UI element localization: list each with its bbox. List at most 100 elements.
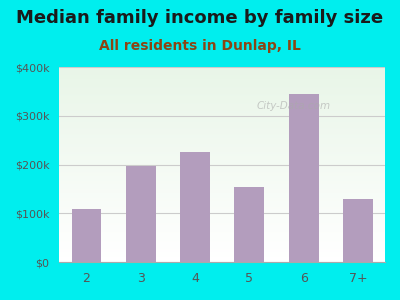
Bar <box>59 202 385 203</box>
Bar <box>59 149 385 150</box>
Bar <box>59 197 385 198</box>
Bar <box>59 105 385 106</box>
Bar <box>59 226 385 227</box>
Bar <box>59 138 385 139</box>
Bar <box>59 161 385 162</box>
Bar <box>59 173 385 174</box>
Bar <box>59 215 385 216</box>
Bar <box>59 178 385 179</box>
Bar <box>59 203 385 204</box>
Bar <box>59 219 385 220</box>
Bar <box>59 88 385 89</box>
Bar <box>59 106 385 107</box>
Bar <box>59 127 385 128</box>
Bar <box>59 245 385 246</box>
Bar <box>59 154 385 155</box>
Bar <box>59 225 385 226</box>
Bar <box>59 233 385 234</box>
Bar <box>59 192 385 193</box>
Bar <box>59 135 385 136</box>
Text: City-Data.com: City-Data.com <box>257 101 331 111</box>
Bar <box>59 69 385 70</box>
Bar <box>59 169 385 170</box>
Bar <box>59 162 385 163</box>
Bar <box>59 150 385 151</box>
Bar <box>59 124 385 126</box>
Bar <box>59 101 385 102</box>
Bar <box>343 199 373 262</box>
Bar <box>59 78 385 79</box>
Bar <box>126 166 156 262</box>
Bar <box>59 224 385 225</box>
Bar <box>59 139 385 140</box>
Bar <box>59 128 385 130</box>
Bar <box>59 228 385 229</box>
Bar <box>59 73 385 74</box>
Bar <box>59 223 385 224</box>
Bar <box>59 227 385 228</box>
Bar <box>59 201 385 202</box>
Bar <box>59 158 385 159</box>
Bar <box>59 85 385 86</box>
Bar <box>59 142 385 143</box>
Bar <box>59 234 385 235</box>
Bar <box>59 259 385 260</box>
Bar <box>59 168 385 169</box>
Bar <box>59 108 385 109</box>
Bar <box>59 164 385 165</box>
Bar <box>59 114 385 115</box>
Bar <box>59 95 385 96</box>
Bar <box>59 258 385 259</box>
Bar <box>59 232 385 233</box>
Bar <box>59 206 385 207</box>
Bar <box>59 111 385 112</box>
Text: Median family income by family size: Median family income by family size <box>16 9 384 27</box>
Bar <box>59 156 385 157</box>
Bar <box>59 170 385 172</box>
Bar <box>59 157 385 158</box>
Bar <box>59 214 385 215</box>
Bar <box>59 244 385 245</box>
Bar <box>59 74 385 75</box>
Bar <box>59 134 385 135</box>
Bar <box>59 184 385 185</box>
Bar <box>59 136 385 137</box>
Text: All residents in Dunlap, IL: All residents in Dunlap, IL <box>99 39 301 53</box>
Bar <box>59 79 385 80</box>
Bar <box>59 221 385 222</box>
Bar <box>59 200 385 201</box>
Bar <box>59 165 385 166</box>
Bar <box>59 257 385 258</box>
Bar <box>59 176 385 177</box>
Bar <box>234 187 264 262</box>
Bar <box>59 183 385 184</box>
Bar <box>59 246 385 247</box>
Bar <box>59 99 385 100</box>
Bar <box>59 185 385 186</box>
Bar <box>59 238 385 239</box>
Bar <box>59 254 385 255</box>
Bar <box>59 179 385 180</box>
Bar <box>59 140 385 141</box>
Bar <box>59 80 385 81</box>
Bar <box>59 122 385 123</box>
Bar <box>59 189 385 190</box>
Bar <box>59 163 385 164</box>
Bar <box>59 143 385 144</box>
Bar <box>180 152 210 262</box>
Bar <box>59 132 385 134</box>
Bar <box>59 230 385 231</box>
Bar <box>59 249 385 250</box>
Bar <box>59 251 385 253</box>
Bar <box>59 145 385 146</box>
Bar <box>59 188 385 189</box>
Bar <box>59 261 385 262</box>
Bar <box>59 195 385 196</box>
Bar <box>59 212 385 214</box>
Bar <box>59 90 385 92</box>
Bar <box>59 169 385 170</box>
Bar <box>59 247 385 248</box>
Bar <box>59 205 385 206</box>
Bar <box>59 167 385 168</box>
Bar <box>59 141 385 142</box>
